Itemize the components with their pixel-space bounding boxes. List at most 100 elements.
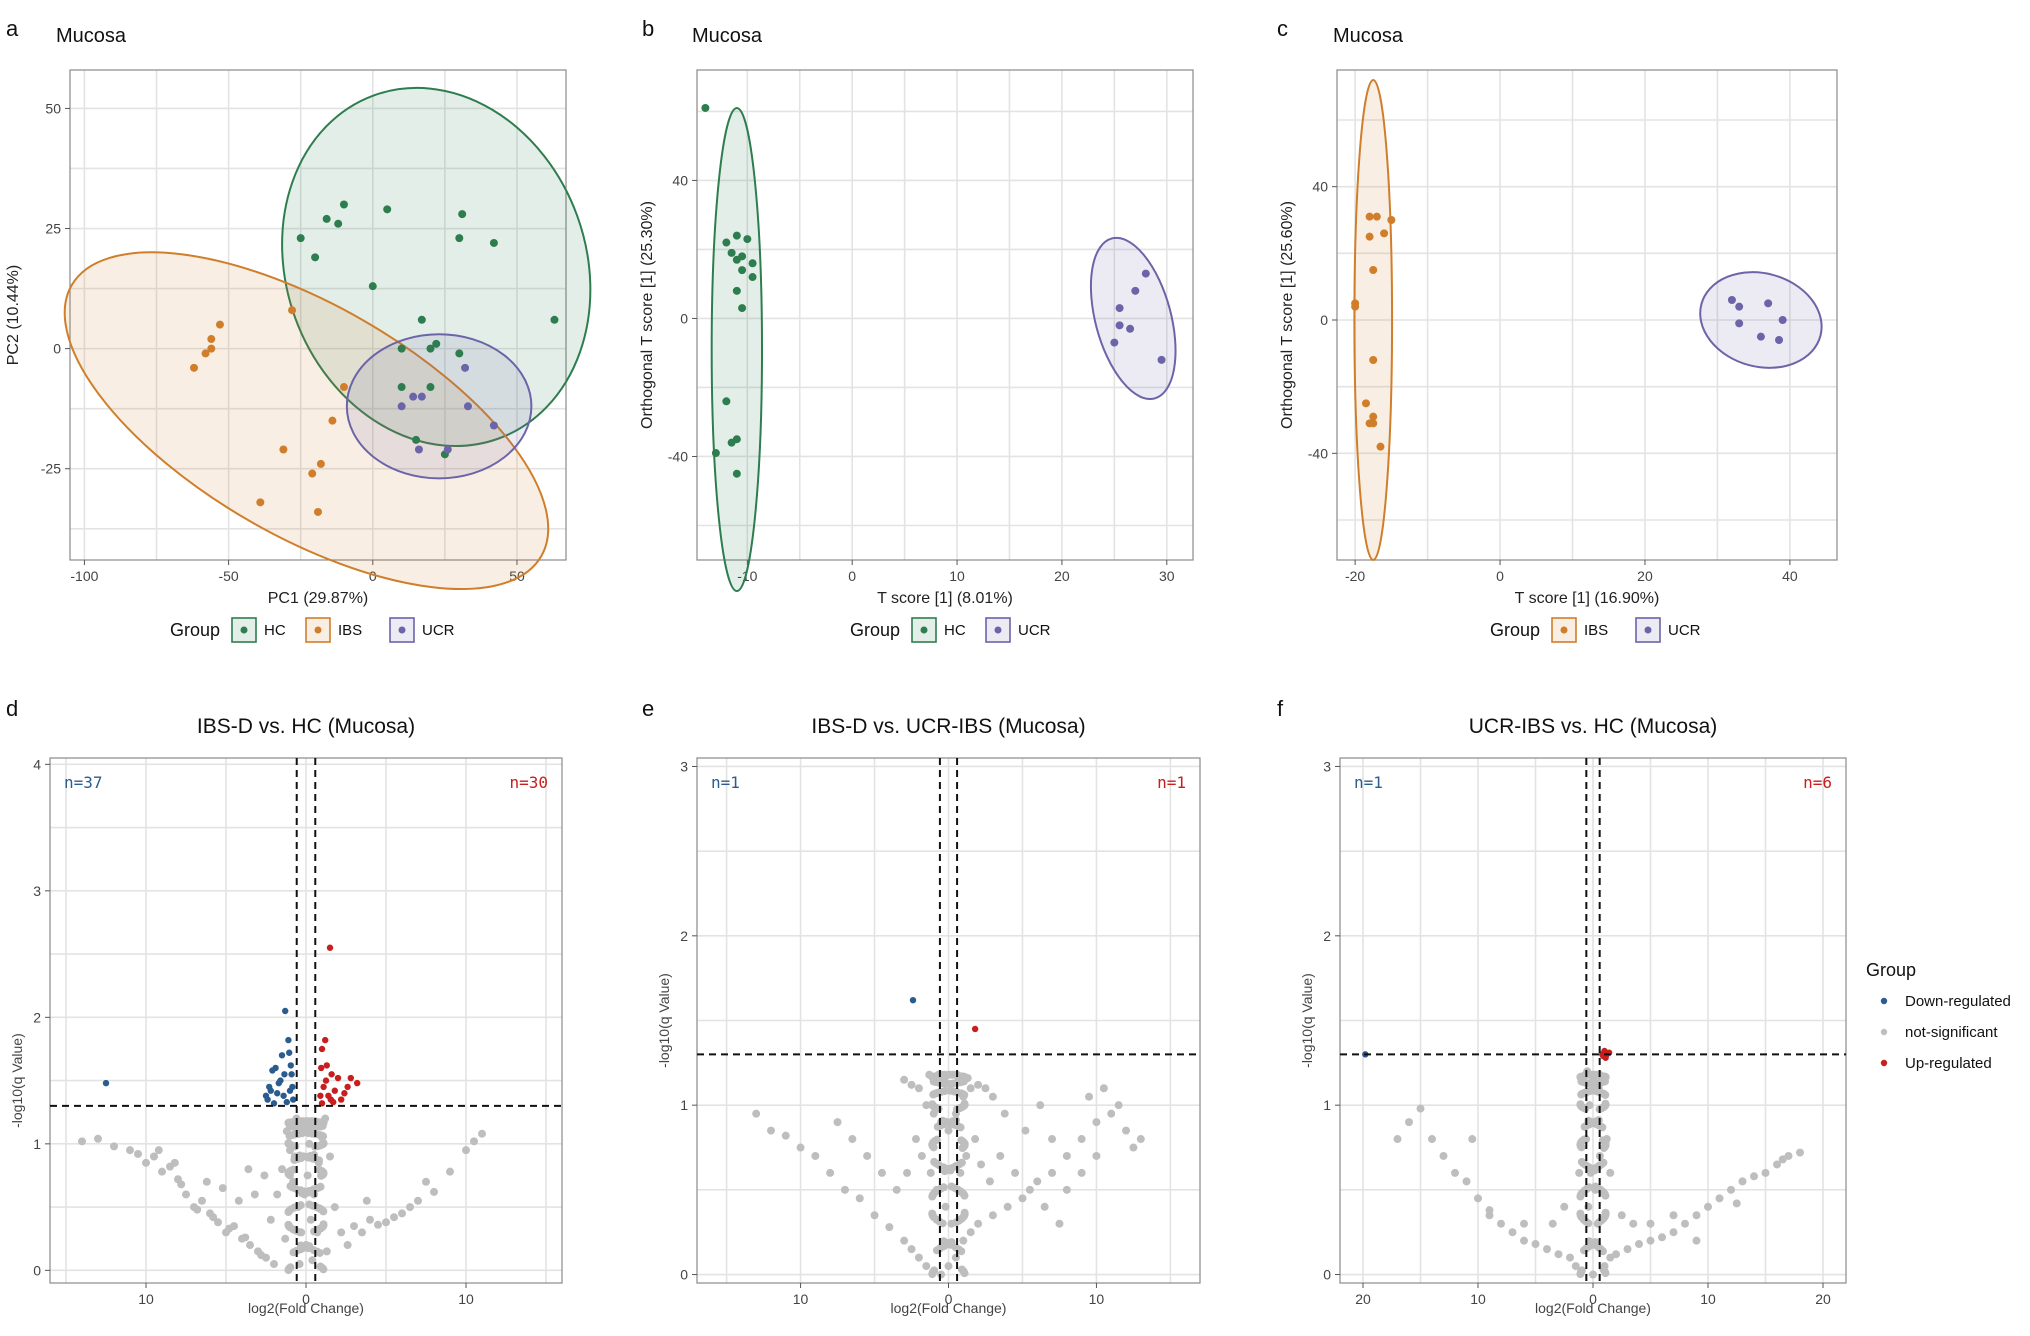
data-point-not-significant (285, 1131, 294, 1140)
data-point-not-significant (1416, 1104, 1425, 1113)
data-point-not-significant (1543, 1245, 1551, 1254)
data-point-not-significant (297, 1189, 306, 1198)
data-point-not-significant (244, 1165, 253, 1174)
data-point-not-significant (296, 1201, 305, 1210)
chart-title: Mucosa (1333, 25, 1404, 47)
data-point-not-significant (1601, 1191, 1610, 1200)
data-point-not-significant (951, 1253, 960, 1262)
data-point-up-regulated (328, 1071, 335, 1078)
data-point-hc (334, 219, 343, 228)
data-point-not-significant (870, 1211, 879, 1220)
data-point-not-significant (826, 1168, 835, 1177)
data-point-not-significant (422, 1177, 430, 1186)
y-tick-label: 2 (33, 1009, 41, 1025)
data-point-up-regulated (318, 1064, 325, 1072)
data-point-not-significant (1796, 1148, 1804, 1157)
data-point-hc (732, 469, 741, 478)
data-point-not-significant (1048, 1135, 1057, 1144)
data-point-not-significant (1658, 1233, 1666, 1242)
data-point-up-regulated (341, 1090, 348, 1097)
data-point-not-significant (1646, 1236, 1655, 1245)
legend-key-dot (240, 626, 248, 634)
data-point-ibs (316, 459, 325, 468)
data-point-hc (368, 282, 377, 291)
data-point-down-regulated (267, 1087, 274, 1094)
legend-label: not-significant (1905, 1024, 1998, 1041)
data-point-down-regulated (102, 1079, 110, 1087)
data-point-up-regulated (1602, 1054, 1609, 1061)
confidence-ellipse-ucr (1699, 271, 1823, 369)
legend-label: HC (264, 622, 286, 639)
legend-label: UCR (1018, 622, 1051, 639)
data-point-not-significant (1092, 1118, 1101, 1127)
chart-e: 10 0 10 0 1 2 3 IBS-D vs. UCR-IBS (Mucosa) n=1 n=… (656, 715, 1201, 1316)
data-point-ucr (1775, 336, 1784, 344)
y-axis-label: Orthogonal T score [1] (25.30%) (639, 201, 656, 429)
data-point-not-significant (1439, 1151, 1448, 1160)
data-point-not-significant (1577, 1143, 1586, 1152)
data-point-not-significant (1122, 1126, 1131, 1135)
data-point-not-significant (1612, 1250, 1620, 1259)
y-tick-label: 3 (1323, 758, 1331, 774)
data-point-not-significant (1579, 1135, 1588, 1144)
data-point-not-significant (257, 1251, 266, 1260)
data-point-not-significant (1062, 1185, 1071, 1194)
data-point-not-significant (928, 1100, 937, 1109)
data-point-not-significant (305, 1139, 314, 1148)
data-point-hc (550, 315, 559, 324)
confidence-ellipse-ibs (63, 251, 550, 591)
data-point-not-significant (1571, 1262, 1580, 1271)
data-point-down-regulated (269, 1067, 276, 1074)
data-point-not-significant (1099, 1084, 1108, 1093)
data-point-up-regulated (971, 1025, 979, 1033)
data-point-ibs (1372, 212, 1381, 221)
data-point-not-significant (1598, 1247, 1607, 1256)
x-tick-label: 10 (793, 1291, 809, 1307)
data-point-hc (701, 103, 710, 112)
data-point-not-significant (917, 1151, 926, 1160)
data-point-not-significant (319, 1132, 328, 1141)
data-point-not-significant (1405, 1118, 1413, 1127)
data-point-not-significant (1601, 1090, 1610, 1099)
legend-key-down-regulated (1880, 997, 1888, 1005)
chart-d: 10 0 10 0 1 2 3 4 IBS-D vs. HC (Mucosa) n=37 n=30 l… (9, 715, 563, 1316)
data-point-not-significant (1732, 1199, 1741, 1208)
data-point-not-significant (310, 1227, 319, 1236)
x-axis-label: log2(Fold Change) (891, 1300, 1007, 1316)
data-point-not-significant (291, 1117, 300, 1126)
data-point-not-significant (877, 1168, 886, 1177)
data-point-not-significant (1485, 1211, 1494, 1220)
data-point-not-significant (1468, 1135, 1477, 1144)
data-point-hc (339, 200, 348, 209)
data-point-ibs (308, 469, 317, 478)
data-point-not-significant (981, 1084, 990, 1093)
data-point-not-significant (1599, 1144, 1608, 1153)
data-point-not-significant (289, 1248, 298, 1257)
y-tick-label: -25 (41, 461, 61, 477)
data-point-not-significant (318, 1121, 327, 1130)
data-point-hc (455, 234, 464, 243)
data-point-not-significant (1077, 1135, 1086, 1144)
data-point-not-significant (1606, 1168, 1615, 1177)
data-point-hc (722, 397, 731, 406)
data-point-ucr (1141, 269, 1150, 278)
y-tick-label: 4 (33, 756, 41, 772)
data-point-hc (322, 214, 331, 223)
down-count-label: n=1 (711, 773, 740, 792)
x-tick-label: -50 (218, 568, 238, 584)
data-point-down-regulated (287, 1062, 294, 1069)
data-point-hc (727, 248, 736, 257)
data-point-not-significant (1033, 1177, 1042, 1186)
data-point-not-significant (305, 1242, 314, 1251)
data-point-not-significant (900, 1236, 909, 1245)
data-point-up-regulated (347, 1074, 354, 1082)
data-point-hc (417, 315, 426, 324)
x-tick-label: 10 (949, 568, 965, 584)
data-point-down-regulated (274, 1090, 281, 1097)
y-axis-label: PC2 (10.44%) (5, 265, 22, 366)
data-point-ucr (1115, 321, 1124, 330)
data-point-up-regulated (317, 1092, 324, 1099)
data-point-down-regulated (286, 1049, 293, 1056)
data-point-not-significant (1548, 1219, 1557, 1228)
